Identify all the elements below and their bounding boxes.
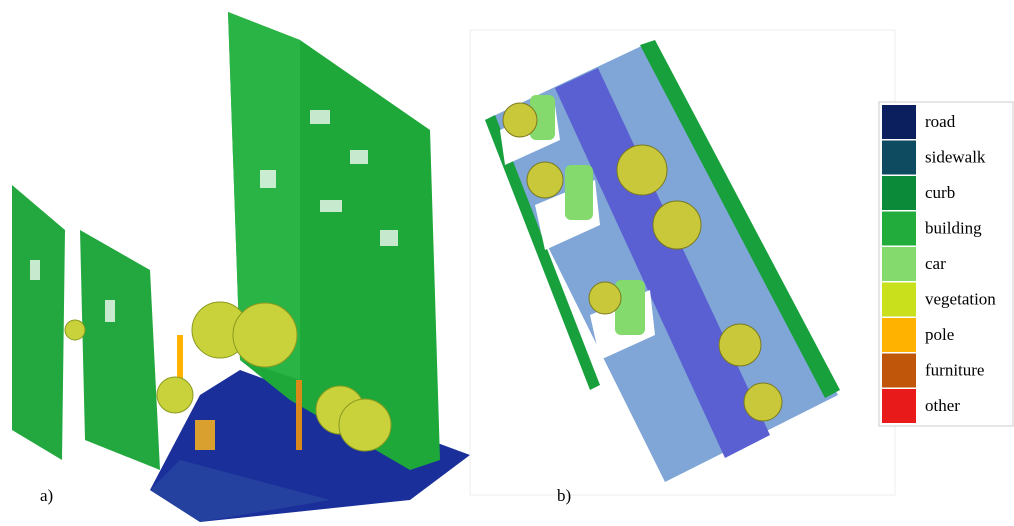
legend-swatch xyxy=(882,283,916,317)
legend-swatch xyxy=(882,105,916,139)
page: a) b) road sidewalk curb building car vegetat… xyxy=(0,0,1014,526)
panel-label: a) xyxy=(40,486,53,505)
legend-label: car xyxy=(925,254,946,273)
panel-label: b) xyxy=(557,486,571,505)
legend-label: pole xyxy=(925,325,954,344)
figure: a) b) road sidewalk curb building car vegetat… xyxy=(0,0,1014,526)
legend-label: furniture xyxy=(925,360,984,379)
legend-swatch xyxy=(882,354,916,388)
legend-label: road xyxy=(925,112,956,131)
legend-swatch xyxy=(882,389,916,423)
legend-swatch xyxy=(882,176,916,210)
legend-label: other xyxy=(925,396,960,415)
legend-label: vegetation xyxy=(925,289,996,308)
panel-b-scene xyxy=(470,30,895,495)
legend-swatch xyxy=(882,247,916,281)
legend-label: sidewalk xyxy=(925,147,986,166)
legend-swatch xyxy=(882,141,916,175)
legend-swatch xyxy=(882,318,916,352)
legend-swatch xyxy=(882,212,916,246)
legend-label: building xyxy=(925,218,982,237)
panel-a-scene xyxy=(12,12,470,522)
legend-label: curb xyxy=(925,183,955,202)
